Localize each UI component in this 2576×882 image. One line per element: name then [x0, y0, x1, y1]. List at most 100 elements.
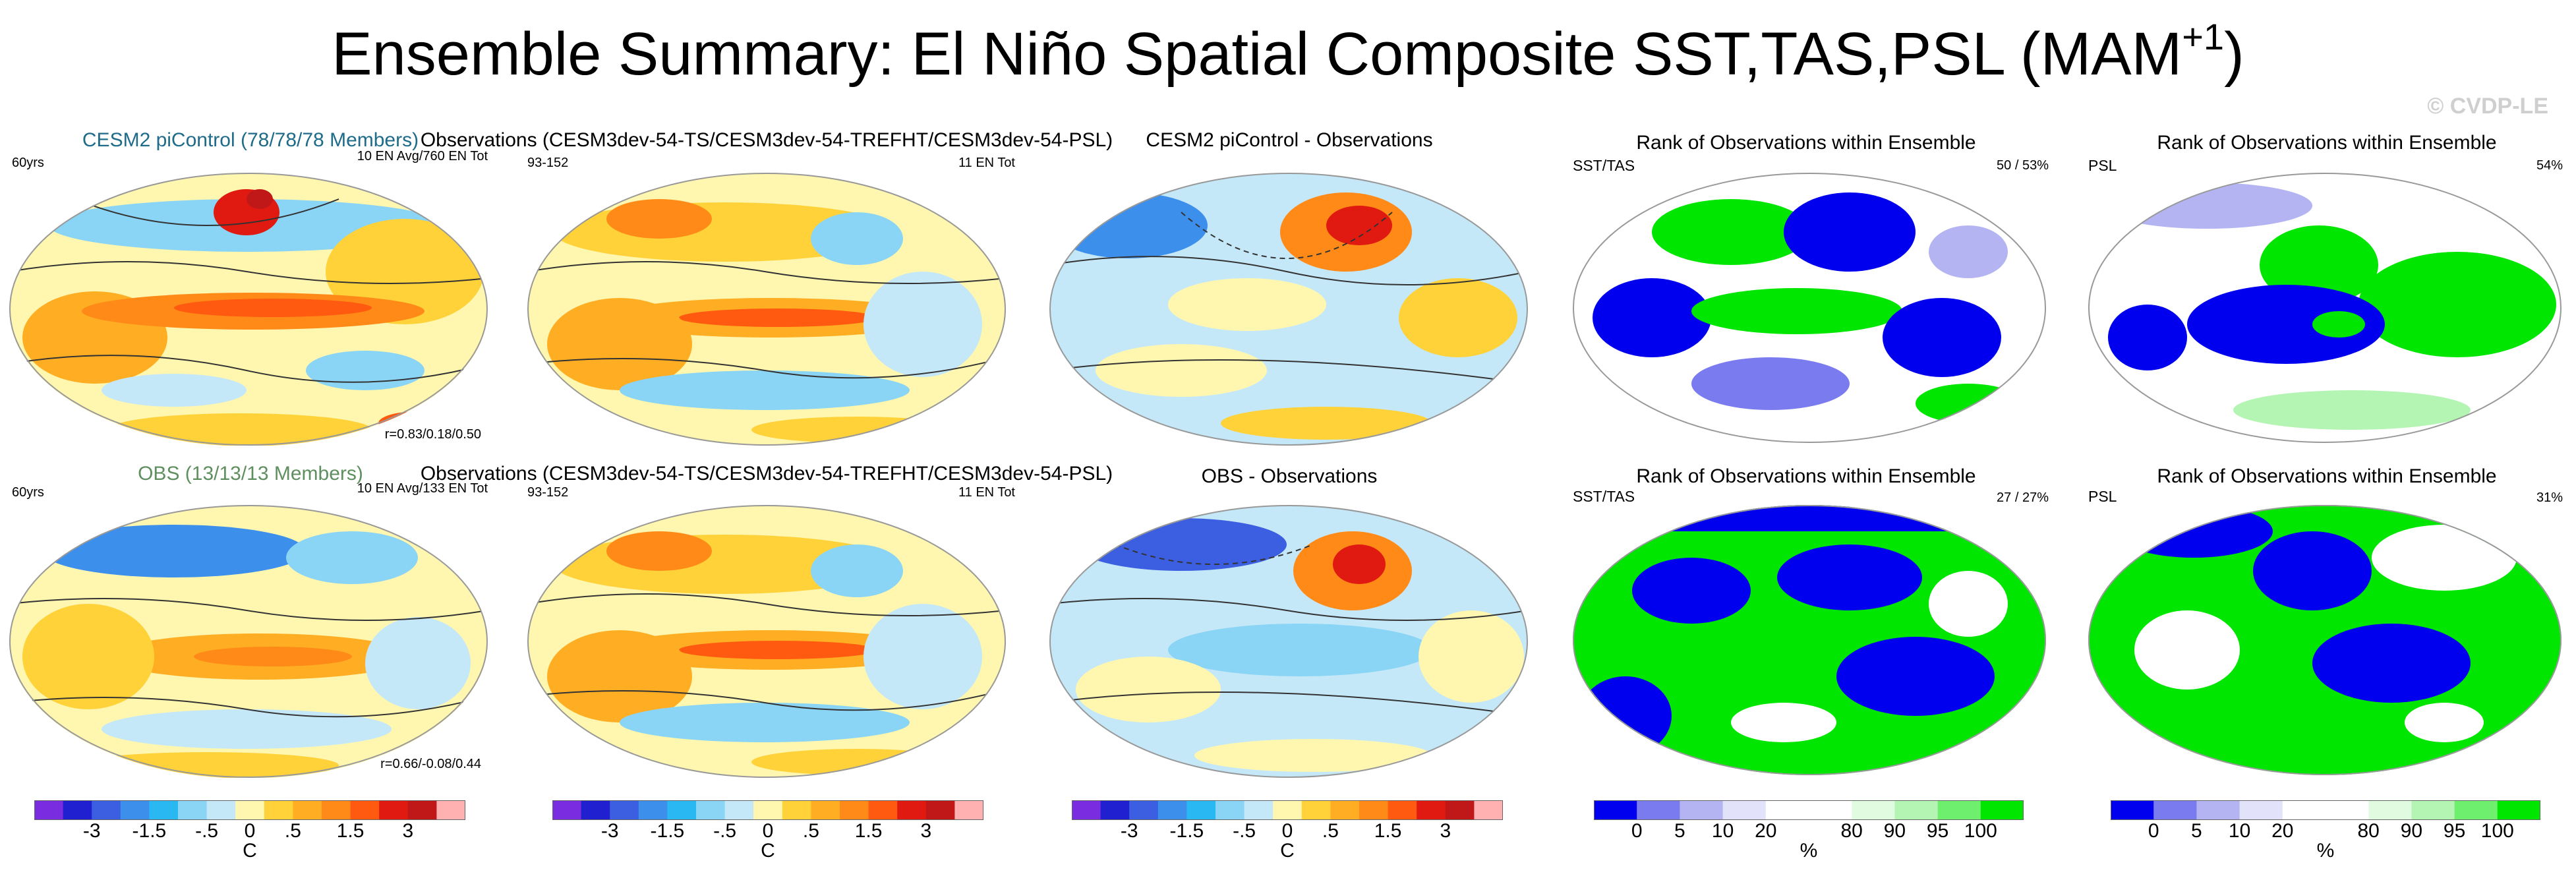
colorbar-rank-1-swatch [1680, 800, 1724, 820]
colorbar-rank-1-tick-label: 90 [1883, 820, 1906, 842]
panel-left-label-r2-p2: 93-152 [527, 485, 569, 500]
colorbar-temp-2-swatch [811, 800, 840, 820]
colorbar-rank-2-tick-label: 100 [2480, 820, 2514, 842]
colorbar-rank-1 [1594, 800, 2024, 820]
colorbar-rank-1-swatch [1894, 800, 1939, 820]
colorbar-temp-1-tick-label: -1.5 [132, 820, 167, 842]
colorbar-rank-1-swatch [1980, 800, 2024, 820]
colorbar-temp-2-swatch [840, 800, 869, 820]
panel-right-label-r1-p5: 54% [2536, 158, 2563, 173]
colorbar-temp-1-swatch [120, 800, 150, 820]
colorbar-rank-2-swatch [2153, 800, 2197, 820]
panel-right-label-r1-p1: 10 EN Avg/760 EN Tot [357, 149, 488, 163]
rank-map-r2-psl [2088, 505, 2561, 775]
colorbar-rank-1-tick-label: 0 [1631, 820, 1643, 842]
colorbar-temp-3-swatch [1072, 800, 1101, 820]
colorbar-temp-2 [552, 800, 983, 820]
panel-right-label-r2-p5: 31% [2536, 490, 2563, 505]
panel-left-label-r2-p1: 60yrs [12, 485, 44, 500]
colorbar-rank-1-tick-label: 20 [1755, 820, 1777, 842]
colorbar-temp-3-swatch [1186, 800, 1216, 820]
colorbar-temp-3-swatch [1100, 800, 1130, 820]
colorbar-temp-3-swatch [1445, 800, 1475, 820]
colorbar-temp-2-tick-label: -.5 [713, 820, 737, 842]
panel-right-label-r1-p2: 11 EN Tot [958, 156, 1015, 170]
colorbar-rank-2-swatch [2282, 800, 2326, 820]
colorbar-temp-1-tick-label: 0 [244, 820, 256, 842]
colorbar-rank-1-tick-label: 80 [1840, 820, 1863, 842]
panel-left-label-r2-p4: SST/TAS [1573, 488, 1635, 505]
colorbar-temp-1-swatch [235, 800, 265, 820]
panel-right-label-r2-p4: 27 / 27% [1997, 490, 2049, 505]
colorbar-rank-1-swatch [1852, 800, 1895, 820]
colorbar-temp-2-swatch [724, 800, 754, 820]
colorbar-temp-3-swatch [1359, 800, 1389, 820]
colorbar-temp-3-swatch [1474, 800, 1503, 820]
colorbar-rank-1-swatch [1594, 800, 1637, 820]
pattern-correlation-r2: r=0.66/-0.08/0.44 [380, 757, 481, 771]
panel-title-r2-p3: OBS - Observations [1201, 465, 1378, 487]
colorbar-temp-1-unit: C [243, 840, 257, 862]
watermark: © CVDP-LE [2427, 94, 2548, 119]
colorbar-rank-2-swatch [2111, 800, 2154, 820]
colorbar-rank-2-tick-label: 20 [2271, 820, 2294, 842]
colorbar-rank-1-tick-label: 10 [1711, 820, 1734, 842]
colorbar-temp-1-swatch [322, 800, 351, 820]
panel-left-label-r1-p4: SST/TAS [1573, 157, 1635, 174]
colorbar-temp-3-tick-label: 3 [1440, 820, 1451, 842]
colorbar-temp-3-swatch [1244, 800, 1273, 820]
colorbar-temp-1-swatch [264, 800, 293, 820]
colorbar-temp-1-swatch [63, 800, 92, 820]
colorbar-rank-2-swatch [2196, 800, 2240, 820]
colorbar-temp-2-swatch [581, 800, 610, 820]
colorbar-temp-2-swatch [610, 800, 639, 820]
colorbar-rank-2-swatch [2326, 800, 2369, 820]
colorbar-temp-1-swatch [149, 800, 179, 820]
colorbar-temp-3-tick-label: 1.5 [1374, 820, 1402, 842]
colorbar-rank-2-swatch [2239, 800, 2283, 820]
colorbar-temp-2-swatch [897, 800, 927, 820]
page-title: Ensemble Summary: El Niño Spatial Compos… [332, 16, 2244, 88]
colorbar-temp-2-tick-label: -3 [600, 820, 619, 842]
panel-left-label-r1-p2: 93-152 [527, 156, 569, 170]
colorbar-rank-2-swatch [2368, 800, 2412, 820]
colorbar-temp-1 [34, 800, 465, 820]
colorbar-temp-2-swatch [954, 800, 983, 820]
colorbar-temp-2-tick-label: 1.5 [854, 820, 883, 842]
colorbar-temp-1-swatch [92, 800, 121, 820]
panel-title-r1-p1: CESM2 piControl (78/78/78 Members) [82, 129, 419, 151]
panel-right-label-r2-p1: 10 EN Avg/133 EN Tot [357, 481, 488, 496]
colorbar-temp-3-swatch [1330, 800, 1360, 820]
colorbar-rank-1-swatch [1937, 800, 1981, 820]
colorbar-temp-1-tick-label: 3 [402, 820, 414, 842]
colorbar-temp-2-swatch [552, 800, 582, 820]
map-r2-observations [527, 505, 1006, 778]
panel-title-r1-p3: CESM2 piControl - Observations [1146, 129, 1433, 151]
colorbar-temp-3-tick-label: 0 [1281, 820, 1293, 842]
map-r1-difference [1049, 173, 1528, 446]
colorbar-rank-2-swatch [2411, 800, 2455, 820]
panel-left-label-r2-p5: PSL [2088, 488, 2117, 505]
rank-map-r1-sst-tas [1573, 173, 2046, 443]
panel-title-r1-p4: Rank of Observations within Ensemble [1636, 132, 1976, 154]
pattern-correlation-r1: r=0.83/0.18/0.50 [384, 427, 481, 442]
colorbar-temp-2-swatch [753, 800, 783, 820]
colorbar-temp-2-swatch [925, 800, 955, 820]
colorbar-temp-2-tick-label: -1.5 [650, 820, 685, 842]
colorbar-temp-3-swatch [1417, 800, 1446, 820]
colorbar-rank-2-unit: % [2316, 840, 2335, 862]
colorbar-temp-1-swatch [206, 800, 236, 820]
map-r2-difference [1049, 505, 1528, 778]
colorbar-rank-1-swatch [1722, 800, 1767, 820]
colorbar-temp-2-swatch [868, 800, 898, 820]
map-r1-observations [527, 173, 1006, 446]
colorbar-temp-1-swatch [436, 800, 465, 820]
colorbar-rank-2-tick-label: 5 [2191, 820, 2202, 842]
colorbar-rank-1-unit: % [1800, 840, 1818, 862]
colorbar-temp-1-swatch [178, 800, 208, 820]
colorbar-rank-1-swatch [1765, 800, 1809, 820]
colorbar-temp-2-tick-label: .5 [802, 820, 819, 842]
colorbar-rank-2 [2111, 800, 2540, 820]
colorbar-rank-1-tick-label: 5 [1674, 820, 1685, 842]
colorbar-temp-1-swatch [350, 800, 380, 820]
